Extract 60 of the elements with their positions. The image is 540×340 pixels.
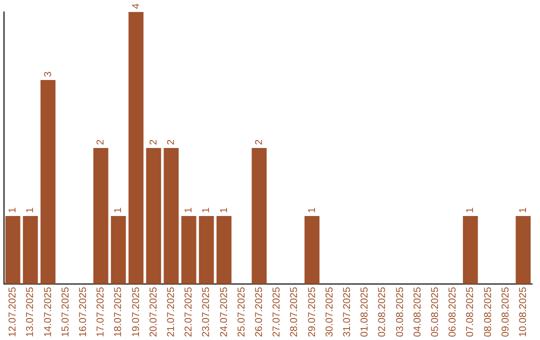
bar [516,216,531,284]
x-tick-label: 29.07.2025 [306,286,318,338]
bar [93,148,108,284]
x-tick-label: 28.07.2025 [289,286,300,338]
data-label: 1 [218,206,230,213]
x-tick-label: 20.07.2025 [148,286,160,338]
bar [181,216,196,284]
bar [146,148,162,284]
x-tick-label: 17.07.2025 [96,286,107,338]
bar [128,12,144,284]
x-tick-label: 22.07.2025 [184,286,195,338]
data-label: 1 [113,206,124,213]
bar [216,216,232,284]
data-label: 1 [306,206,318,213]
x-tick-label: 25.07.2025 [236,286,248,338]
x-tick-label: 04.08.2025 [412,286,424,338]
bar [164,148,179,284]
x-tick-label: 23.07.2025 [201,286,212,338]
bar [5,216,20,284]
x-tick-label: 15.07.2025 [60,286,72,338]
data-label: 1 [201,206,212,213]
x-tick-label: 13.07.2025 [25,286,36,338]
data-label: 1 [25,206,36,213]
x-tick-label: 21.07.2025 [166,286,177,338]
x-tick-label: 03.08.2025 [394,286,406,338]
x-tick-label: 05.08.2025 [430,286,441,338]
x-tick-label: 31.07.2025 [342,286,353,338]
x-tick-label: 02.08.2025 [377,286,388,338]
x-tick-label: 19.07.2025 [130,286,142,338]
data-label: 1 [465,206,476,213]
x-tick-label: 01.08.2025 [360,286,371,338]
bar [110,216,126,284]
data-label: 2 [148,138,160,145]
data-label: 1 [8,206,19,213]
bar [40,80,56,284]
bar [462,216,478,284]
data-label: 2 [254,138,265,145]
x-tick-label: 24.07.2025 [218,286,230,338]
data-label: 2 [166,138,177,145]
x-tick-label: 27.07.2025 [272,286,283,338]
x-tick-label: 26.07.2025 [254,286,265,338]
x-tick-label: 09.08.2025 [500,286,512,338]
bar [198,216,214,284]
x-tick-label: 14.07.2025 [42,286,54,338]
x-tick-label: 30.07.2025 [324,286,336,338]
x-tick-label: 08.08.2025 [482,286,494,338]
bar [22,216,38,284]
data-label: 1 [518,206,529,213]
bar [304,216,320,284]
x-tick-label: 12.07.2025 [8,286,19,338]
bar [252,148,267,284]
x-tick-label: 06.08.2025 [448,286,459,338]
x-tick-label: 10.08.2025 [518,286,529,338]
data-label: 2 [96,138,107,145]
x-tick-label: 07.08.2025 [465,286,476,338]
data-label: 3 [42,70,54,77]
data-label: 1 [184,206,195,213]
x-tick-label: 16.07.2025 [78,286,89,338]
data-label: 4 [130,3,142,9]
x-tick-label: 18.07.2025 [113,286,124,338]
